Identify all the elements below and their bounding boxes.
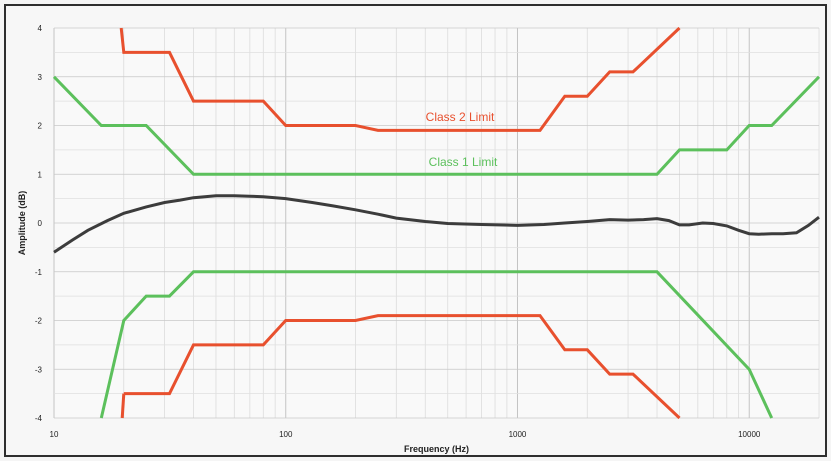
y-tick-label: 0 [38, 219, 43, 228]
y-tick-label: 3 [38, 73, 43, 82]
y-tick-label: -1 [35, 268, 43, 277]
y-tick-label: 1 [38, 170, 43, 179]
y-tick-label: -2 [35, 317, 43, 326]
x-tick-label: 1000 [509, 430, 527, 439]
y-tick-label: 2 [38, 122, 43, 131]
class-1-limit-label: Class 1 Limit [429, 155, 498, 169]
class-1-limit-line-1 [52, 75, 821, 176]
x-tick-label: 10000 [738, 430, 761, 439]
y-tick-label: 4 [38, 24, 43, 33]
class-2-limit-line-3 [120, 393, 126, 419]
class-1-limit-line-2 [99, 270, 774, 419]
response-curve-line-1 [53, 194, 820, 254]
class-2-limit-line-2 [123, 314, 681, 420]
y-axis-title: Amplitude (dB) [17, 191, 27, 256]
class-2-limit-label: Class 2 Limit [426, 110, 495, 124]
y-tick-label: -3 [35, 365, 43, 374]
x-tick-label: 100 [279, 430, 293, 439]
class-2-limit-line-1 [119, 26, 681, 132]
x-tick-label: 10 [50, 430, 59, 439]
y-tick-label: -4 [35, 414, 43, 423]
x-axis-title: Frequency (Hz) [404, 444, 469, 454]
